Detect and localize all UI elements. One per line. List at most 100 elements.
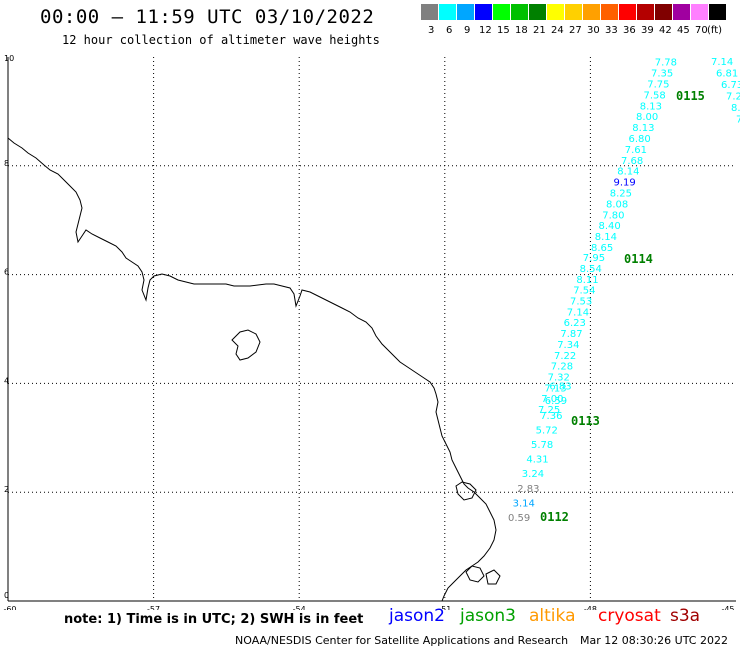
- island-outline: [465, 565, 485, 583]
- scale-label: 39: [641, 25, 654, 36]
- wave-height-value: 8.13: [640, 101, 662, 112]
- map-subtitle: 12 hour collection of altimeter wave hei…: [62, 33, 380, 47]
- wave-height-value: 7.53: [570, 297, 592, 308]
- wave-height-value: 7.13: [544, 383, 566, 394]
- scale-label: (ft): [707, 25, 723, 36]
- wave-height-value: 8.13: [632, 123, 654, 134]
- wave-height-value: 8.08: [606, 199, 628, 210]
- latitude-label: 6: [4, 268, 9, 277]
- scale-swatch: [457, 4, 474, 20]
- pass-id-label: 0113: [571, 414, 600, 428]
- wave-height-value: 5.72: [536, 425, 558, 436]
- latitude-label: 8: [4, 159, 9, 168]
- wave-height-value: 7.28: [551, 362, 573, 373]
- wave-height-value: 8.54: [580, 264, 602, 275]
- wave-height-value: 7.9: [736, 115, 740, 126]
- scale-label: 3: [428, 25, 435, 36]
- mission-name: jason2: [389, 606, 445, 626]
- wave-height-value: 8.65: [591, 243, 613, 254]
- pass-id-label: 0115: [676, 89, 705, 103]
- longitude-label: -57: [147, 605, 160, 610]
- scale-label: 12: [479, 25, 492, 36]
- wave-height-value: 8.40: [599, 221, 621, 232]
- wave-height-value: 7.00: [541, 394, 563, 405]
- scale-swatch: [619, 4, 636, 20]
- scale-swatch: [637, 4, 654, 20]
- wave-height-value: 8.1: [731, 103, 740, 114]
- altimeter-map: -60 -57 -54 -51 -48 -45 0 2 4 6 8 10 0.59 3.14 2.83 3.2…: [3, 54, 740, 610]
- wave-height-value: 8.11: [576, 275, 598, 286]
- wave-height-value: 7.34: [557, 340, 579, 351]
- latitude-label: 4: [4, 376, 9, 385]
- wave-height-value: 4.31: [526, 455, 548, 466]
- scale-label: 27: [569, 25, 582, 36]
- scale-swatch: [673, 4, 690, 20]
- scale-swatch: [655, 4, 672, 20]
- scale-label: 45: [677, 25, 690, 36]
- wave-height-value: 7.87: [560, 329, 582, 340]
- scale-label: 15: [497, 25, 510, 36]
- latitude-label: 0: [4, 591, 9, 600]
- scale-swatch: [529, 4, 546, 20]
- pass-id-label: 0114: [624, 252, 653, 266]
- scale-swatch: [511, 4, 528, 20]
- longitude-label: -48: [584, 605, 597, 610]
- wave-height-value: 3.14: [513, 498, 535, 509]
- wave-height-value: 7.35: [651, 69, 673, 80]
- wave-height-value: 7.58: [644, 90, 666, 101]
- longitude-label: -45: [721, 605, 734, 610]
- wave-height-value: 7.36: [540, 411, 562, 422]
- scale-swatch: [583, 4, 600, 20]
- mission-name: jason3: [460, 606, 516, 626]
- wave-height-value: 7.32: [548, 372, 570, 383]
- mission-name: altika: [529, 606, 576, 626]
- scale-label: 21: [533, 25, 546, 36]
- wave-height-value: 6.59: [545, 396, 567, 407]
- wave-height-value: 8.14: [617, 167, 639, 178]
- wave-height-value: 7.75: [647, 80, 669, 91]
- scale-swatch: [439, 4, 456, 20]
- pass-id-label: 0112: [540, 510, 569, 524]
- wave-height-value: 2.83: [517, 484, 539, 495]
- scale-label: 70: [695, 25, 708, 36]
- coastline: [7, 137, 497, 602]
- wave-height-value: 8.00: [636, 112, 658, 123]
- wave-height-value: 6.81: [716, 69, 738, 80]
- wave-height-value: 7.22: [554, 351, 576, 362]
- longitude-label: -60: [3, 605, 16, 610]
- scale-swatch: [475, 4, 492, 20]
- generated-timestamp: Mar 12 08:30:26 UTC 2022: [580, 634, 728, 647]
- scale-label: 9: [464, 25, 471, 36]
- scale-swatch: [547, 4, 564, 20]
- scale-swatch: [493, 4, 510, 20]
- wave-height-value: 7.78: [655, 58, 677, 69]
- wave-height-value: 6.73: [721, 80, 740, 91]
- longitude-label: -54: [293, 605, 306, 610]
- scale-swatch: [601, 4, 618, 20]
- scale-swatch: [709, 4, 726, 20]
- wave-height-value: 0.59: [508, 513, 530, 524]
- wave-height-value: 6.23: [564, 318, 586, 329]
- scale-swatch: [565, 4, 582, 20]
- scale-label: 33: [605, 25, 618, 36]
- map-title: 00:00 – 11:59 UTC 03/10/2022: [40, 6, 375, 28]
- scale-label: 18: [515, 25, 528, 36]
- scale-swatch: [421, 4, 438, 20]
- credit-line: NOAA/NESDIS Center for Satellite Applica…: [235, 634, 569, 647]
- scale-label: 6: [446, 25, 453, 36]
- wave-height-value: 7.68: [621, 156, 643, 167]
- wave-height-value: 7.14: [711, 57, 733, 68]
- scale-label: 30: [587, 25, 600, 36]
- latitude-label: 10: [4, 54, 14, 63]
- scale-label: 42: [659, 25, 672, 36]
- island-outline: [485, 569, 501, 585]
- wave-height-value: 5.78: [531, 440, 553, 451]
- lake-outline: [231, 329, 261, 361]
- wave-height-value: 7.54: [573, 286, 595, 297]
- wave-height-value: 8.14: [595, 232, 617, 243]
- footnote: note: 1) Time is in UTC; 2) SWH is in fe…: [64, 612, 364, 627]
- wave-height-value: 7.23: [726, 92, 740, 103]
- latitude-label: 2: [4, 485, 9, 494]
- wave-height-value: 6.80: [629, 134, 651, 145]
- longitude-label: -51: [438, 605, 451, 610]
